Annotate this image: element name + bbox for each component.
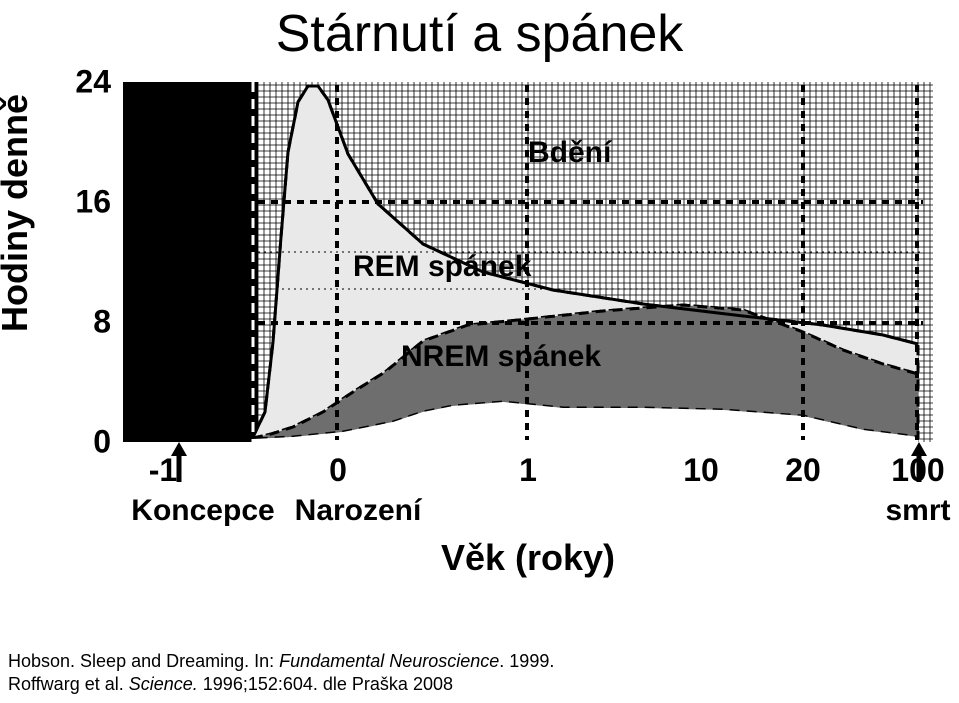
ytick-0: 0 xyxy=(51,424,111,461)
ytick-24: 24 xyxy=(51,64,111,101)
x-axis-label: Věk (roky) xyxy=(123,537,933,579)
citation-2: Roffwarg et al. Science. 1996;152:604. d… xyxy=(8,673,554,696)
ytick-16: 16 xyxy=(51,184,111,221)
chart-title: Stárnutí a spánek xyxy=(0,4,959,64)
citation-1: Hobson. Sleep and Dreaming. In: Fundamen… xyxy=(8,650,554,673)
citations: Hobson. Sleep and Dreaming. In: Fundamen… xyxy=(8,650,554,695)
y-axis-label: Hodiny denně xyxy=(0,94,36,332)
ytick-8: 8 xyxy=(51,304,111,341)
series-label-nrem: NREM spánek xyxy=(401,340,601,374)
series-label-waking: Bdění xyxy=(528,136,611,170)
xtick-label-smrt: smrt xyxy=(885,494,950,528)
series-label-rem: REM spánek xyxy=(353,250,531,284)
axis-arrows xyxy=(123,442,933,492)
chart: Hodiny denně 24 16 8 0 -1 0 1 10 20 100 … xyxy=(0,72,959,592)
xtick-label-koncepce: Koncepce xyxy=(131,494,274,528)
plot-area: Bdění REM spánek NREM spánek xyxy=(123,82,933,442)
xtick-label-narozeni: Narození xyxy=(295,494,422,528)
